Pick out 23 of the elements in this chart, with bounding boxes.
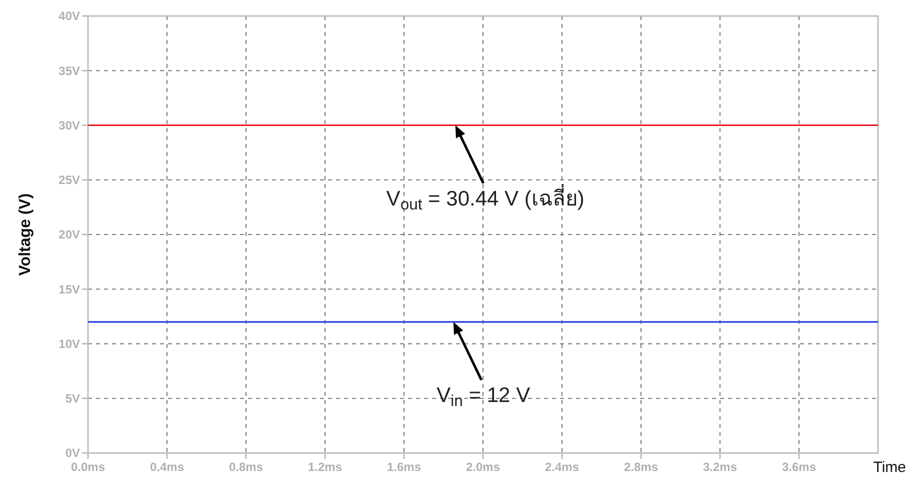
annotation: V$_{out}$ = 30.44 V (เฉลี่ย) — [386, 183, 584, 214]
x-axis-title: Time — [873, 459, 906, 476]
y-tick-label: 10V — [58, 336, 80, 351]
y-axis-title: Voltage (V) — [17, 193, 34, 276]
y-tick-label: 40V — [58, 9, 80, 24]
y-tick-label: 0V — [65, 446, 80, 460]
y-tick-label: 5V — [65, 392, 80, 406]
x-tick-label: 0.8ms — [228, 460, 264, 474]
y-tick-label: 20V — [58, 228, 80, 242]
y-tick-label: 25V — [58, 173, 80, 188]
x-tick-label: 0.4ms — [150, 460, 184, 474]
x-tick-label: 3.6ms — [782, 460, 816, 474]
x-tick-label: 1.6ms — [386, 460, 422, 474]
y-tick-label: 15V — [58, 282, 80, 296]
x-tick-label: 2.8ms — [624, 460, 658, 474]
y-tick-label: 30V — [58, 118, 80, 132]
x-tick-label: 1.2ms — [308, 460, 342, 474]
x-tick-label: 3.2ms — [702, 460, 738, 474]
x-tick-label: 0.0ms — [70, 460, 106, 474]
x-tick-label: 2.4ms — [544, 460, 580, 474]
x-tick-label: 2.0ms — [466, 460, 500, 474]
annotation: V$_{in}$ = 12 V — [436, 384, 530, 410]
y-tick-label: 35V — [58, 64, 80, 78]
